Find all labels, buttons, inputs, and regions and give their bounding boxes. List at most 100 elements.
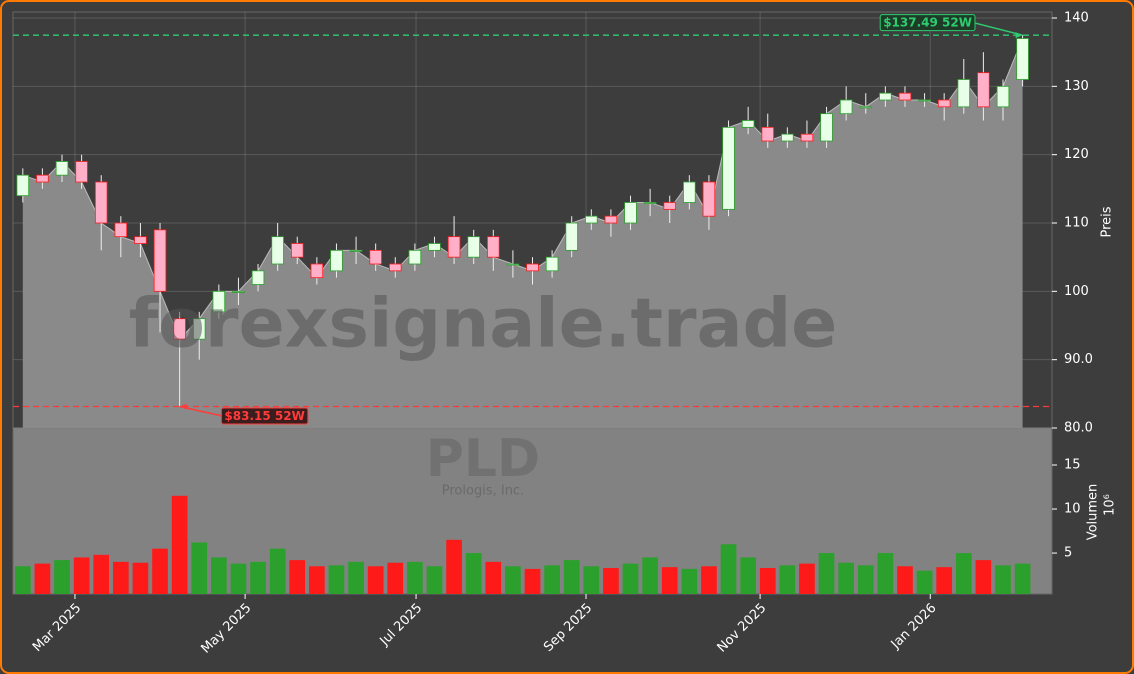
volume-bar bbox=[132, 562, 149, 594]
y-tick-label: 100 bbox=[1064, 284, 1089, 299]
volume-bar bbox=[93, 554, 110, 594]
volume-bar bbox=[544, 565, 560, 594]
volume-bar bbox=[112, 561, 129, 594]
watermark-company: Prologis, Inc. bbox=[442, 484, 524, 499]
annotation-box bbox=[879, 14, 976, 32]
volume-tick-label: 10 bbox=[1064, 502, 1081, 517]
volume-bar bbox=[720, 544, 737, 594]
annotation-arrow bbox=[975, 22, 1023, 36]
candle-body bbox=[624, 202, 637, 224]
volume-bar bbox=[955, 553, 972, 594]
candle-body bbox=[232, 290, 245, 293]
candle-body bbox=[1016, 38, 1029, 80]
candle-body bbox=[349, 249, 363, 252]
y-axis-label: Preis bbox=[1100, 206, 1115, 237]
annotation-label: $137.49 52W bbox=[883, 16, 972, 30]
volume-bar bbox=[250, 561, 266, 594]
volume-bar bbox=[759, 568, 776, 594]
volume-unit: 10⁶ bbox=[1103, 494, 1118, 516]
candle-body bbox=[388, 263, 402, 272]
volume-bar bbox=[838, 562, 855, 594]
candle-body bbox=[702, 181, 716, 217]
volume-tick-label: 15 bbox=[1064, 457, 1081, 472]
volume-bar bbox=[916, 570, 933, 594]
watermark-symbol: PLD bbox=[426, 429, 540, 489]
volume-bar bbox=[426, 566, 443, 594]
volume-bar bbox=[563, 560, 580, 594]
candle-body bbox=[134, 236, 147, 244]
y-tick-label: 140 bbox=[1064, 11, 1089, 26]
volume-bar bbox=[446, 539, 462, 594]
volume-bar bbox=[269, 548, 286, 594]
volume-bar bbox=[465, 553, 482, 594]
y-tick-label: 80.0 bbox=[1064, 421, 1093, 436]
watermark: forexsignale.trade bbox=[129, 285, 838, 364]
candle-body bbox=[937, 99, 951, 108]
candle-body bbox=[977, 72, 990, 108]
candle-body bbox=[996, 85, 1010, 108]
candle-body bbox=[173, 318, 186, 340]
volume-bar bbox=[661, 567, 678, 594]
candle-body bbox=[800, 133, 814, 142]
annotation-label: $83.15 52W bbox=[224, 409, 304, 423]
volume-bar bbox=[975, 560, 992, 594]
volume-bar bbox=[191, 542, 208, 594]
annotation-box bbox=[220, 407, 309, 425]
volume-bar bbox=[524, 568, 541, 594]
volume-bar bbox=[328, 565, 345, 594]
volume-bar bbox=[485, 561, 502, 594]
volume-bar bbox=[387, 562, 404, 594]
candle-body bbox=[114, 222, 128, 238]
volume-bar bbox=[152, 548, 168, 594]
candle-body bbox=[545, 256, 559, 272]
volume-bar bbox=[681, 568, 698, 594]
candle-body bbox=[722, 126, 735, 210]
y-tick-label: 130 bbox=[1064, 79, 1089, 94]
candle-body bbox=[526, 263, 539, 272]
candle-body bbox=[212, 290, 226, 313]
volume-bar bbox=[603, 568, 619, 594]
close-line bbox=[22, 38, 1024, 341]
candle-body bbox=[604, 215, 618, 224]
volume-bar bbox=[34, 563, 51, 594]
candle-body bbox=[506, 263, 520, 266]
candle-body bbox=[153, 229, 167, 292]
candle-body bbox=[330, 249, 343, 272]
candle-body bbox=[643, 202, 657, 204]
arrow-head bbox=[1015, 32, 1023, 39]
volume-bar bbox=[73, 557, 90, 594]
candle-body bbox=[839, 99, 853, 115]
price-area bbox=[22, 38, 1023, 428]
candle-body bbox=[310, 263, 324, 279]
volume-bar bbox=[583, 566, 600, 594]
candle-body bbox=[663, 202, 677, 210]
volume-bar bbox=[289, 560, 306, 594]
candle-body bbox=[428, 243, 441, 251]
candle-body bbox=[369, 249, 382, 265]
volume-bar bbox=[877, 553, 894, 594]
volume-bar bbox=[407, 561, 423, 594]
volume-bar bbox=[367, 566, 384, 594]
candle-body bbox=[408, 249, 422, 265]
candle-body bbox=[271, 236, 284, 265]
candle-body bbox=[859, 106, 873, 109]
volume-bar bbox=[210, 557, 227, 594]
volume-bar bbox=[171, 495, 188, 594]
candle-body bbox=[957, 79, 971, 108]
volume-bar bbox=[230, 563, 247, 594]
candle-body bbox=[683, 181, 696, 203]
candle-body bbox=[565, 222, 578, 251]
volume-bar bbox=[54, 560, 70, 594]
volume-bar bbox=[936, 567, 953, 594]
candle-body bbox=[761, 126, 775, 142]
candle-body bbox=[781, 133, 794, 142]
candle-body bbox=[879, 92, 892, 101]
candle-body bbox=[487, 236, 500, 258]
volume-bar bbox=[622, 563, 639, 594]
candle-body bbox=[898, 92, 912, 101]
volume-bar bbox=[857, 565, 874, 594]
volume-bar bbox=[642, 557, 658, 594]
volume-bar bbox=[740, 557, 756, 594]
candle-body bbox=[918, 99, 931, 102]
